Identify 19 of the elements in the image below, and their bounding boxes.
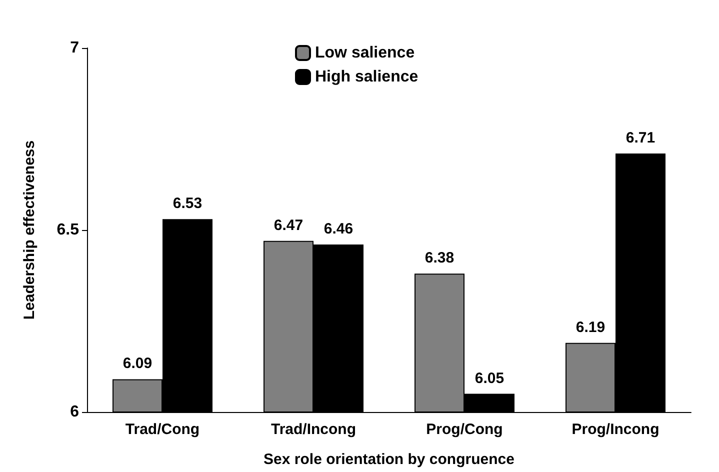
data-label: 6.05 — [474, 370, 504, 387]
legend-label: Low salience — [315, 44, 415, 62]
x-tick-label: Trad/Incong — [270, 421, 356, 438]
y-tick-label: 7 — [70, 40, 80, 56]
y-tick-label: 6.5 — [56, 222, 80, 238]
data-label: 6.38 — [424, 250, 454, 267]
x-axis-title: Sex role orientation by congruence — [264, 451, 514, 468]
x-tick-label: Prog/Cong — [426, 421, 503, 438]
data-label: 6.46 — [324, 220, 354, 238]
x-tick-label: Prog/Incong — [572, 421, 660, 438]
data-label: 6.47 — [274, 216, 304, 234]
data-label: 6.71 — [626, 130, 656, 147]
data-label: 6.19 — [576, 318, 606, 336]
y-tick-label: 6 — [70, 404, 80, 420]
y-axis-title: Leadership effectiveness — [21, 140, 38, 320]
legend-label: High salience — [315, 68, 418, 86]
data-label: 6.53 — [172, 195, 202, 212]
x-tick-label: Trad/Cong — [125, 421, 200, 438]
data-label: 6.09 — [122, 355, 152, 372]
